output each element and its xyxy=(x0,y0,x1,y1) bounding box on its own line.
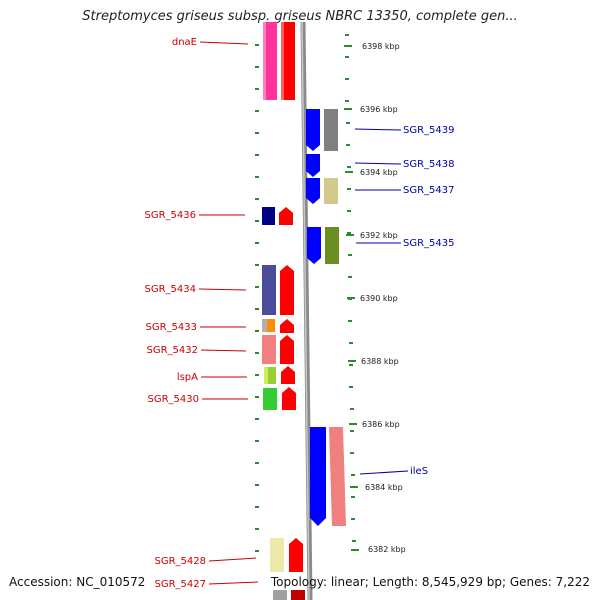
gene-label-SGR_5436: SGR_5436 xyxy=(145,210,197,221)
gene-label-SGR_5432: SGR_5432 xyxy=(147,345,199,356)
gene-label-ileS: ileS xyxy=(410,466,428,477)
scale-label: 6398 kbp xyxy=(362,42,400,51)
gene-block-dnaE xyxy=(263,22,277,100)
gene-block-SGR_5433 xyxy=(267,319,275,332)
gene-block-SGR_5434 xyxy=(262,265,276,315)
gene-label-dnaE: dnaE xyxy=(172,37,197,48)
gene-block-SGR_5433-grey xyxy=(262,319,267,332)
gene-label-SGR_5435: SGR_5435 xyxy=(403,238,455,249)
gene-arrow-SGR_5428 xyxy=(289,538,303,572)
gene-arrow-SGR_5439 xyxy=(306,109,320,151)
gene-arrow-SGR_5434 xyxy=(280,265,294,315)
left-tick-column xyxy=(255,44,259,552)
gene-block-SGR_5435 xyxy=(325,227,339,264)
scale-label: 6392 kbp xyxy=(360,231,398,240)
right-strand-genes xyxy=(306,109,346,526)
scale-label: 6386 kbp xyxy=(362,420,400,429)
genome-info-text: Topology: linear; Length: 8,545,929 bp; … xyxy=(270,575,590,589)
chromosome-backbone-highlight xyxy=(301,21,310,600)
gene-arrow-SGR_5433 xyxy=(280,319,294,333)
map-title: Streptomyces griseus subsp. griseus NBRC… xyxy=(82,9,518,24)
gene-label-SGR_5433: SGR_5433 xyxy=(146,322,198,333)
scale-label: 6388 kbp xyxy=(361,357,399,366)
scale-label: 6394 kbp xyxy=(360,168,398,177)
gene-block-SGR_5432 xyxy=(262,335,276,364)
chromosome-backbone xyxy=(300,21,313,600)
gene-label-SGR_5434: SGR_5434 xyxy=(145,284,197,295)
gene-arrow-SGR_5437 xyxy=(306,178,320,204)
gene-arrow-SGR_5438 xyxy=(306,154,320,177)
gene-arrow-SGR_5430 xyxy=(282,387,296,410)
right-labels: SGR_5439 SGR_5438 SGR_5437 SGR_5435 ileS xyxy=(354,125,455,477)
gene-arrow-SGR_5436 xyxy=(279,207,293,225)
gene-label-SGR_5428: SGR_5428 xyxy=(155,556,207,567)
gene-arrow-ileS xyxy=(310,427,326,526)
right-tick-column xyxy=(345,34,356,542)
gene-arrow-lspA xyxy=(281,366,295,384)
left-strand-genes xyxy=(262,22,305,600)
left-labels: dnaE SGR_5436 SGR_5434 SGR_5433 SGR_5432… xyxy=(145,37,259,590)
scale-label: 6384 kbp xyxy=(365,483,403,492)
gene-label-SGR_5439: SGR_5439 xyxy=(403,125,455,136)
scale-label: 6382 kbp xyxy=(368,545,406,554)
gene-block-SGR_5437 xyxy=(324,178,338,204)
gene-arrow-dnaE xyxy=(281,22,295,100)
gene-label-SGR_5427: SGR_5427 xyxy=(155,579,207,590)
scale-label: 6396 kbp xyxy=(360,105,398,114)
accession-text: Accession: NC_010572 xyxy=(9,575,146,589)
gene-block-SGR_5430 xyxy=(263,388,277,410)
major-ticks xyxy=(344,45,359,551)
gene-label-SGR_5437: SGR_5437 xyxy=(403,185,455,196)
gene-arrow-SGR_5427 xyxy=(291,590,305,600)
gene-label-lspA: lspA xyxy=(177,372,198,383)
gene-arrow-SGR_5435 xyxy=(307,227,321,264)
gene-block-ileS xyxy=(329,427,346,526)
gene-block-SGR_5436 xyxy=(262,207,275,225)
gene-label-SGR_5430: SGR_5430 xyxy=(148,394,200,405)
scale-labels: 6398 kbp 6396 kbp 6394 kbp 6392 kbp 6390… xyxy=(360,42,406,554)
gene-label-SGR_5438: SGR_5438 xyxy=(403,159,455,170)
gene-block-SGR_5428 xyxy=(270,538,284,572)
gene-block-SGR_5439 xyxy=(324,109,338,151)
scale-label: 6390 kbp xyxy=(360,294,398,303)
gene-block-SGR_5427 xyxy=(273,590,287,600)
gene-arrow-SGR_5432 xyxy=(280,335,294,364)
